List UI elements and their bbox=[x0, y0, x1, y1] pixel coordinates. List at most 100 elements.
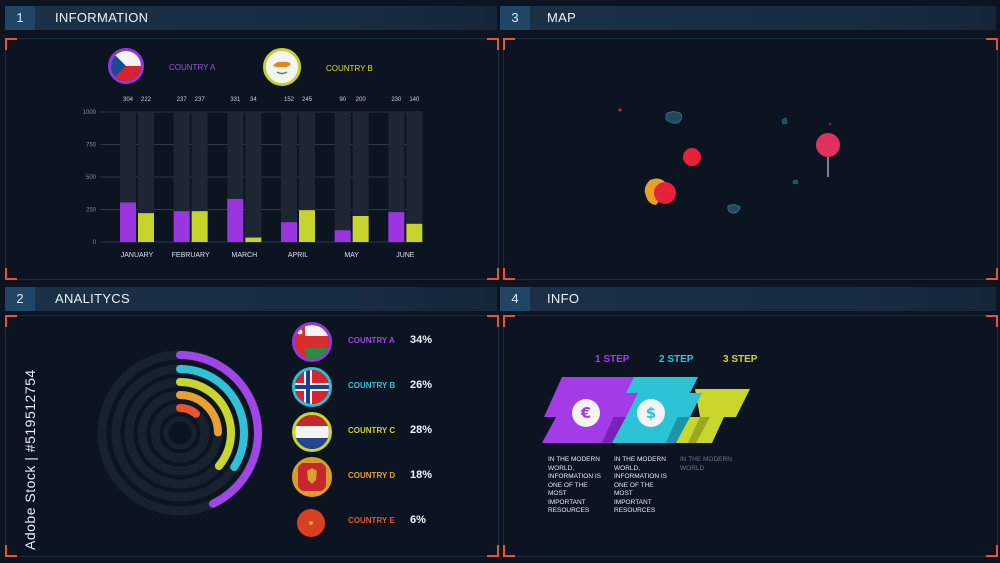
legend-label: COUNTRY A bbox=[169, 63, 216, 72]
bar bbox=[227, 198, 244, 242]
corner-marker bbox=[986, 315, 998, 327]
info-panel: 4 INFO 1 STEP 2 STEP 3 STEP € $ IN THE M… bbox=[500, 285, 1000, 563]
corner-marker bbox=[986, 545, 998, 557]
euro-icon bbox=[572, 399, 600, 427]
information-frame bbox=[5, 38, 499, 280]
info-header: 4 INFO bbox=[500, 287, 996, 311]
czech-flag-icon bbox=[108, 48, 144, 84]
map-header: 3 MAP bbox=[500, 6, 996, 30]
steps-graphic: € $ bbox=[542, 377, 750, 443]
analytics-value: 34% bbox=[410, 334, 433, 346]
map-landmass bbox=[792, 179, 799, 185]
corner-marker bbox=[487, 38, 499, 50]
y-tick-label: 0 bbox=[93, 240, 97, 246]
bar-value-label: 200 bbox=[356, 97, 367, 103]
radial-arc bbox=[176, 365, 248, 471]
analytics-header: 2 ANALITYCS bbox=[5, 287, 497, 311]
corner-marker bbox=[487, 315, 499, 327]
map-landmass bbox=[665, 111, 682, 124]
bar-value-label: 90 bbox=[339, 97, 346, 103]
y-tick-label: 750 bbox=[86, 143, 97, 149]
analytics-row-country-b: COUNTRY B 26% bbox=[292, 367, 462, 407]
analytics-frame bbox=[5, 315, 499, 557]
bar-background bbox=[406, 112, 423, 242]
radial-arc bbox=[176, 351, 262, 508]
step-3-label: 3 STEP bbox=[723, 354, 758, 365]
bar-value-label: 34 bbox=[250, 97, 257, 103]
radial-arc bbox=[176, 404, 200, 418]
bar bbox=[245, 237, 262, 242]
bar-background bbox=[191, 112, 208, 242]
svg-text:€: € bbox=[580, 404, 591, 422]
map-marker bbox=[618, 108, 622, 112]
cyprus-flag-icon bbox=[263, 48, 301, 86]
panel-number: 2 bbox=[5, 287, 35, 311]
map-frame bbox=[503, 38, 998, 280]
bar bbox=[334, 230, 351, 242]
corner-marker bbox=[503, 268, 515, 280]
panel-title: MAP bbox=[547, 10, 577, 25]
legend-country-b: COUNTRY B bbox=[263, 48, 383, 88]
bar-value-label: 152 bbox=[284, 97, 295, 103]
bar bbox=[120, 202, 136, 242]
x-tick-label: FEBRUARY bbox=[172, 252, 210, 259]
analytics-row-country-e: COUNTRY E 6% bbox=[292, 502, 462, 542]
corner-marker bbox=[5, 268, 17, 280]
bar bbox=[388, 212, 405, 242]
map-marker bbox=[654, 182, 676, 204]
bar-value-label: 331 bbox=[230, 97, 241, 103]
bar-value-label: 237 bbox=[177, 97, 188, 103]
stock-watermark: Adobe Stock | #519512754 bbox=[6, 320, 38, 550]
bar-value-label: 230 bbox=[391, 97, 402, 103]
bar-value-label: 304 bbox=[123, 97, 134, 103]
y-tick-label: 250 bbox=[86, 208, 97, 214]
information-panel: 1 INFORMATION COUNTRY A COUNTRY B 1 bbox=[0, 0, 499, 282]
svg-text:$: $ bbox=[646, 404, 656, 422]
bar-background bbox=[299, 112, 315, 242]
map-panel: 3 MAP bbox=[500, 0, 1000, 282]
bar-background bbox=[334, 112, 351, 242]
x-tick-label: APRIL bbox=[288, 252, 308, 259]
bar bbox=[138, 213, 154, 242]
bar bbox=[281, 222, 297, 242]
bar-value-label: 222 bbox=[141, 97, 152, 103]
bar-background bbox=[388, 112, 405, 242]
step-2-description: IN THE MODERN WORLD, INFORMATION IS ONE … bbox=[614, 456, 667, 514]
step-2-label: 2 STEP bbox=[659, 354, 694, 365]
map-marker bbox=[829, 123, 831, 125]
panel-number: 4 bbox=[500, 287, 530, 311]
world-map bbox=[618, 108, 840, 214]
information-header: 1 INFORMATION bbox=[5, 6, 497, 30]
dollar-icon bbox=[637, 399, 665, 427]
analytics-label: COUNTRY C bbox=[348, 426, 396, 435]
bar-value-label: 245 bbox=[302, 97, 313, 103]
radial-arc bbox=[176, 378, 235, 470]
bar bbox=[299, 210, 315, 242]
orange-flag-icon bbox=[297, 509, 325, 537]
corner-marker bbox=[503, 545, 515, 557]
x-tick-label: JANUARY bbox=[121, 252, 154, 259]
step-1-description: IN THE MODERN WORLD, INFORMATION IS ONE … bbox=[548, 456, 601, 514]
analytics-label: COUNTRY A bbox=[348, 336, 395, 345]
map-marker bbox=[816, 133, 840, 157]
bar-chart: 1000 750 500 250 0 304 222 JANUARY 237 237 FEBRUAR… bbox=[83, 97, 423, 259]
bar-background bbox=[245, 112, 262, 242]
analytics-value: 18% bbox=[410, 469, 433, 481]
radial-chart bbox=[97, 350, 263, 516]
info-frame bbox=[503, 315, 998, 557]
corner-marker bbox=[5, 38, 17, 50]
bar bbox=[406, 223, 423, 242]
panel-title: ANALITYCS bbox=[55, 291, 130, 306]
bar-value-label: 237 bbox=[195, 97, 206, 103]
map-landmass bbox=[781, 117, 788, 125]
corner-marker bbox=[986, 38, 998, 50]
map-marker bbox=[683, 148, 701, 166]
analytics-value: 6% bbox=[410, 514, 426, 526]
y-tick-label: 1000 bbox=[83, 110, 97, 116]
bar-background bbox=[352, 112, 369, 242]
analytics-value: 26% bbox=[410, 379, 433, 391]
x-tick-label: MAY bbox=[344, 252, 359, 259]
radial-track bbox=[163, 416, 197, 450]
map-landmass bbox=[727, 204, 741, 214]
corner-marker bbox=[487, 268, 499, 280]
